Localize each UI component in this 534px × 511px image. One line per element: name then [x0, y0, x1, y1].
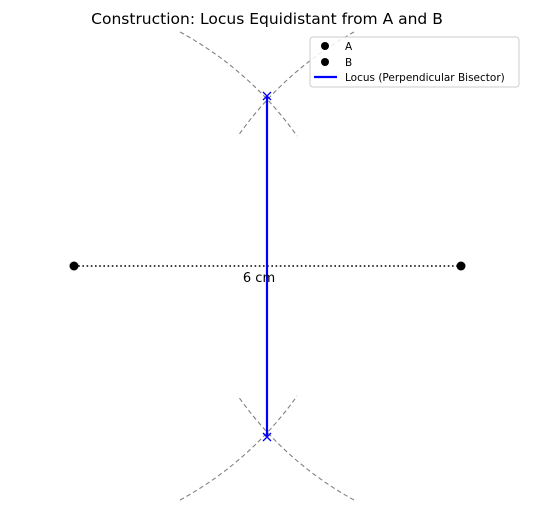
point-a	[69, 261, 79, 271]
upper-intersection-x-icon	[262, 91, 272, 101]
legend-frame	[309, 36, 520, 88]
legend: A B Locus (Perpendicular Bisector)	[309, 36, 520, 88]
legend-a-marker	[321, 42, 329, 50]
legend-locus-label: Locus (Perpendicular Bisector)	[345, 72, 505, 84]
arc-from-a-upper	[179, 31, 298, 137]
legend-b-label: B	[345, 57, 352, 69]
figure-title: Construction: Locus Equidistant from A a…	[91, 10, 443, 28]
point-b	[456, 261, 466, 271]
arc-from-a-lower	[179, 395, 298, 501]
segment-length-label: 6 cm	[243, 271, 275, 286]
arc-from-b-lower	[237, 395, 355, 501]
legend-a-label: A	[345, 41, 353, 53]
intersection-markers	[262, 91, 272, 442]
legend-b-marker	[321, 58, 329, 66]
lower-intersection-x-icon	[262, 432, 272, 442]
